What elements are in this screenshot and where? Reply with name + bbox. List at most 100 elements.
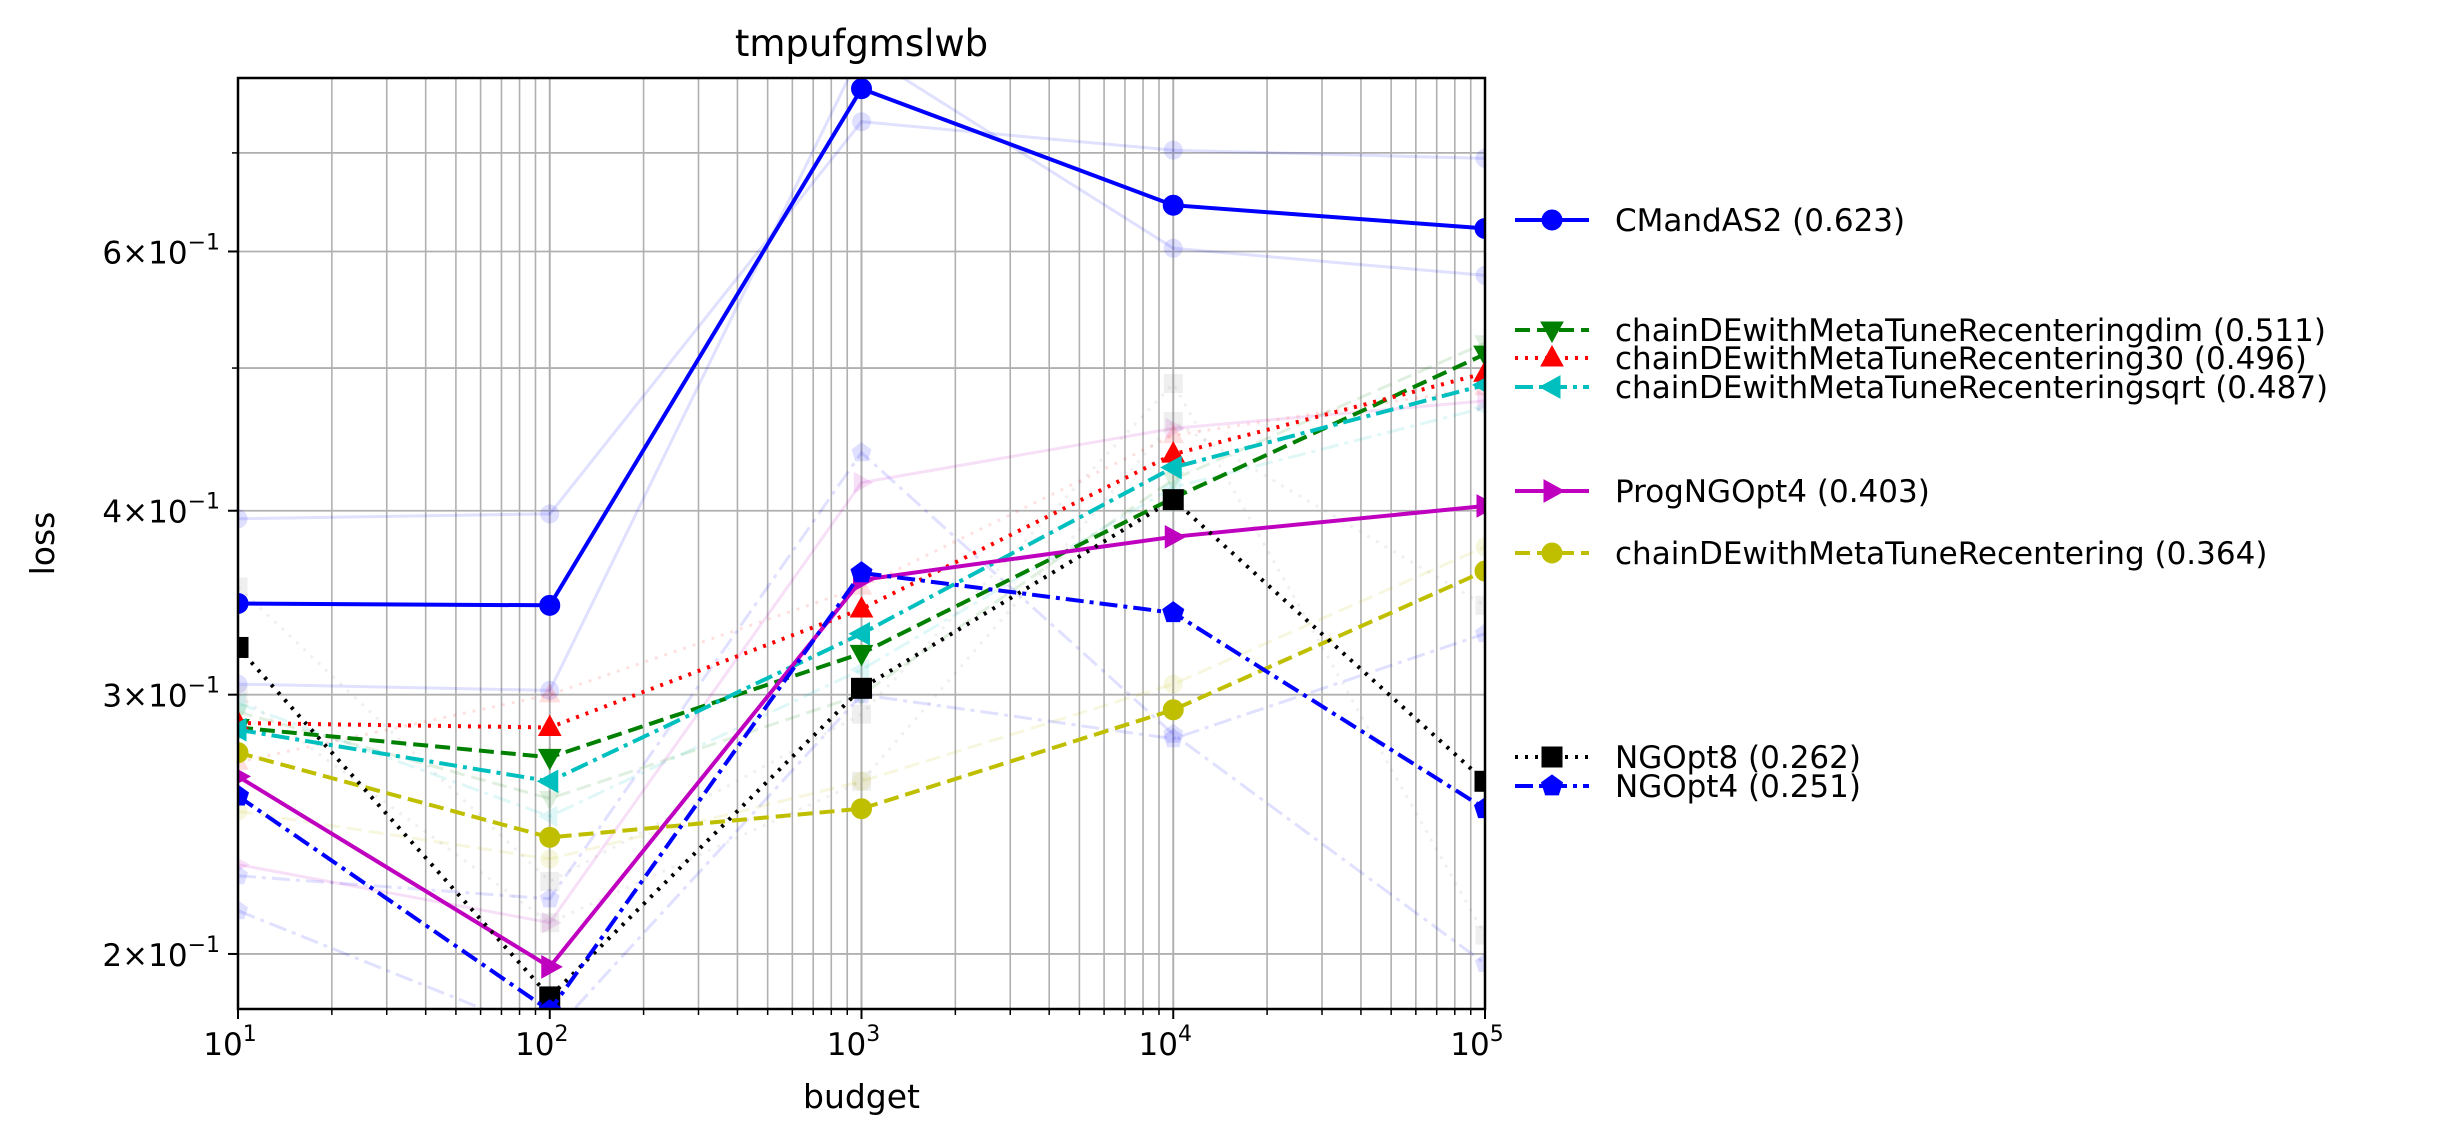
- series-point-chaindewithmetatunerecenteringdim: [1473, 345, 1485, 368]
- series-point-ngopt4: [1162, 601, 1185, 623]
- legend-marker: [1541, 542, 1563, 564]
- y-tick-label: 2×10−1: [102, 933, 220, 974]
- faint-series: [238, 537, 1485, 869]
- series-point-chaindewithmetatunerecentering: [1162, 699, 1184, 721]
- faint-series-point: [238, 704, 249, 724]
- x-tick-label: 103: [827, 1022, 880, 1063]
- faint-series-point: [540, 913, 560, 933]
- faint-series-point: [238, 858, 250, 872]
- series-point-ngopt8: [1474, 770, 1485, 792]
- legend-marker: [1540, 344, 1564, 367]
- faint-series-point: [1474, 953, 1485, 973]
- series-point-progngopt4: [1476, 494, 1485, 518]
- faint-series-point: [540, 871, 560, 891]
- faint-series: [238, 442, 1485, 973]
- faint-series-point: [238, 685, 248, 705]
- legend-label: ProgNGOpt4 (0.403): [1615, 474, 1930, 510]
- faint-series-point: [1163, 140, 1183, 160]
- faint-series-point: [1474, 623, 1485, 643]
- faint-series: [238, 411, 1485, 933]
- series-group: [238, 78, 1485, 1009]
- faint-series-point: [852, 112, 871, 132]
- faint-series-point: [852, 771, 871, 791]
- legend-marker: [1541, 209, 1563, 231]
- faint-series-line: [238, 78, 1485, 692]
- faint-series-point: [1163, 374, 1183, 394]
- x-tick-label: 105: [1450, 1022, 1503, 1063]
- series-point-chaindewithmetatunerecenteringsqrt: [1471, 377, 1485, 393]
- series-line-ngopt4: [238, 570, 1485, 1009]
- y-tick-label: 6×10−1: [102, 230, 220, 271]
- series-point-ngopt8: [238, 636, 249, 658]
- series-point-ngopt4: [1473, 797, 1485, 819]
- faint-series-line: [238, 386, 1485, 764]
- legend-marker: [1540, 321, 1564, 344]
- legend-item-ngopt4: NGOpt4 (0.251): [1515, 769, 1861, 805]
- legend-item-progngopt4: ProgNGOpt4 (0.403): [1515, 474, 1930, 510]
- faint-series-point: [1477, 390, 1485, 412]
- series-point-chaindewithmetatunerecenteringsqrt: [238, 717, 247, 742]
- legend-marker: [1543, 479, 1566, 503]
- axis-ticks: 101 102 103 104 105 2×10−1 3×10−1 4×10−1 6×10−1: [102, 152, 1504, 1063]
- x-axis-label: budget: [803, 1077, 920, 1116]
- legend-marker: [1538, 375, 1561, 399]
- faint-series-point: [1165, 417, 1186, 440]
- series-point-ngopt4: [850, 561, 873, 583]
- legend-label: chainDEwithMetaTuneRecenteringsqrt (0.48…: [1615, 370, 2328, 406]
- legend-label: NGOpt4 (0.251): [1615, 769, 1861, 805]
- faint-series-point: [852, 704, 871, 724]
- faint-series-point: [537, 805, 558, 828]
- faint-series-point: [542, 912, 562, 934]
- series-point-ngopt8: [851, 677, 872, 699]
- series-point-chaindewithmetatunerecentering: [1474, 560, 1485, 582]
- series-point-ngopt4: [238, 784, 250, 806]
- faint-series-line: [238, 406, 1485, 819]
- faint-series-point: [238, 865, 249, 885]
- faint-series-line: [238, 120, 1485, 521]
- series-point-cmandas2: [851, 78, 872, 100]
- faint-series-point: [238, 692, 246, 715]
- faint-series-point: [1475, 595, 1485, 615]
- faint-series-point: [1475, 148, 1485, 168]
- series-line-ngopt8: [238, 497, 1485, 1000]
- faint-series-point: [539, 682, 561, 703]
- legend-item-chaindewithmetatunerecenteringdim: chainDEwithMetaTuneRecenteringdim (0.511…: [1515, 313, 2326, 349]
- faint-series-point: [238, 900, 249, 920]
- series-point-cmandas2: [539, 594, 561, 616]
- series-ngopt8: [238, 489, 1485, 1008]
- series-line-chaindewithmetatunerecentering30: [238, 371, 1485, 730]
- faint-series-point: [238, 801, 248, 821]
- faint-series-line: [238, 381, 1485, 936]
- series-point-progngopt4: [238, 769, 252, 784]
- faint-series-point: [851, 442, 872, 462]
- faint-series-point: [540, 680, 560, 700]
- series-point-chaindewithmetatunerecentering30: [537, 714, 562, 736]
- series-point-progngopt4: [541, 955, 563, 979]
- series-point-chaindewithmetatunerecenteringdim: [849, 644, 874, 667]
- legend: CMandAS2 (0.623) chainDEwithMetaTuneRecen…: [1515, 203, 2328, 805]
- series-ngopt4: [238, 561, 1485, 1009]
- legend-item-chaindewithmetatunerecenteringsqrt: chainDEwithMetaTuneRecenteringsqrt (0.48…: [1515, 370, 2328, 406]
- faint-series-point: [853, 471, 874, 494]
- faint-series-line: [238, 545, 1485, 861]
- series-point-chaindewithmetatunerecenteringsqrt: [1160, 455, 1182, 480]
- faint-series-point: [238, 577, 248, 597]
- series-chaindewithmetatunerecenteringsqrt: [238, 377, 1485, 794]
- legend-item-chaindewithmetatunerecentering: chainDEwithMetaTuneRecentering (0.364): [1515, 536, 2267, 572]
- series-point-ngopt4: [538, 999, 561, 1009]
- x-tick-label: 101: [203, 1022, 256, 1063]
- y-tick-label: 3×10−1: [102, 674, 220, 715]
- faint-series-point: [540, 849, 560, 869]
- legend-label: chainDEwithMetaTuneRecenteringdim (0.511…: [1615, 313, 2326, 349]
- legend-marker: [1540, 774, 1564, 796]
- faint-series-point: [539, 790, 561, 811]
- series-point-chaindewithmetatunerecenteringsqrt: [536, 769, 559, 794]
- y-axis-label: loss: [23, 512, 62, 576]
- faint-series-line: [238, 450, 1485, 965]
- x-tick-label: 102: [515, 1022, 568, 1063]
- series-point-cmandas2: [1474, 217, 1485, 239]
- faint-series: [238, 78, 1485, 700]
- series-point-cmandas2: [1162, 194, 1184, 216]
- series-point-cmandas2: [238, 592, 249, 614]
- series-point-chaindewithmetatunerecentering30: [1473, 360, 1485, 382]
